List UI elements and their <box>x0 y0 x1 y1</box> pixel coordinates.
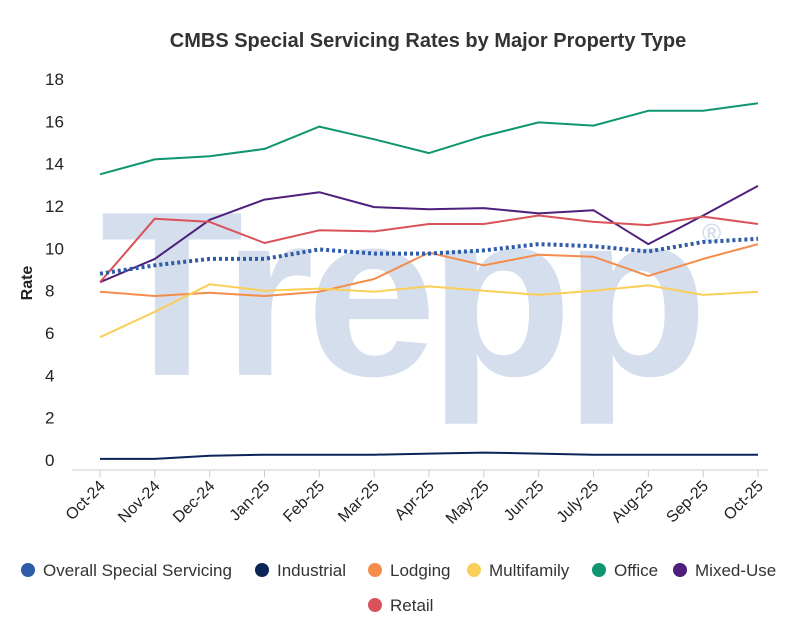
x-tick-label: Apr-25 <box>392 478 438 524</box>
x-tick-label: Oct-24 <box>63 478 109 524</box>
y-tick-label: 0 <box>45 451 54 470</box>
legend-label-lodging: Lodging <box>390 561 451 580</box>
x-tick-label: Jun-25 <box>501 478 548 525</box>
legend-label-retail: Retail <box>390 596 433 615</box>
legend: Overall Special Servicing Industrial Lodgi… <box>21 561 776 615</box>
y-tick-label: 6 <box>45 324 54 343</box>
x-tick-label: Nov-24 <box>115 478 164 527</box>
x-tick-label: Jan-25 <box>227 478 274 525</box>
x-tick-label: Feb-25 <box>280 478 328 526</box>
x-tick-label: Aug-25 <box>609 478 658 527</box>
y-axis-title: Rate <box>19 266 36 301</box>
legend-label-overall-special-servicing: Overall Special Servicing <box>43 561 232 580</box>
x-tick-label: Sep-25 <box>663 478 712 527</box>
legend-label-mixed-use: Mixed-Use <box>695 561 776 580</box>
y-tick-label: 16 <box>45 112 64 131</box>
legend-marker-multifamily <box>467 563 481 577</box>
y-tick-label: 8 <box>45 282 54 301</box>
legend-label-industrial: Industrial <box>277 561 346 580</box>
series-line-office <box>99 102 759 176</box>
series-lines <box>99 102 759 460</box>
y-tick-label: 18 <box>45 70 64 89</box>
y-tick-label: 4 <box>45 366 54 385</box>
legend-marker-retail <box>368 598 382 612</box>
series-line-mixed-use <box>99 185 759 284</box>
legend-marker-overall-special-servicing <box>21 563 35 577</box>
x-tick-label: July-25 <box>554 478 603 527</box>
y-tick-label: 12 <box>45 197 64 216</box>
x-tick-label: May-25 <box>443 478 493 528</box>
x-tick-label: Oct-25 <box>721 478 767 524</box>
legend-marker-lodging <box>368 563 382 577</box>
y-tick-label: 10 <box>45 239 64 258</box>
legend-label-office: Office <box>614 561 658 580</box>
chart-title: CMBS Special Servicing Rates by Major Pr… <box>170 30 686 52</box>
y-tick-label: 14 <box>45 155 64 174</box>
x-tick-label: Dec-24 <box>170 478 219 527</box>
legend-marker-mixed-use <box>673 563 687 577</box>
y-axis: 0 2 4 6 8 10 12 14 16 18 <box>45 70 64 470</box>
series-line-multifamily <box>99 283 759 339</box>
series-line-overall-special-servicing <box>99 236 759 276</box>
y-tick-label: 2 <box>45 409 54 428</box>
legend-label-multifamily: Multifamily <box>489 561 570 580</box>
legend-marker-office <box>592 563 606 577</box>
series-line-retail <box>99 214 759 283</box>
x-tick-label: Mar-25 <box>335 478 383 526</box>
x-axis: Oct-24 Nov-24 Dec-24 Jan-25 Feb-25 Mar-25 Apr-… <box>63 469 768 528</box>
legend-marker-industrial <box>255 563 269 577</box>
series-line-industrial <box>100 451 758 460</box>
